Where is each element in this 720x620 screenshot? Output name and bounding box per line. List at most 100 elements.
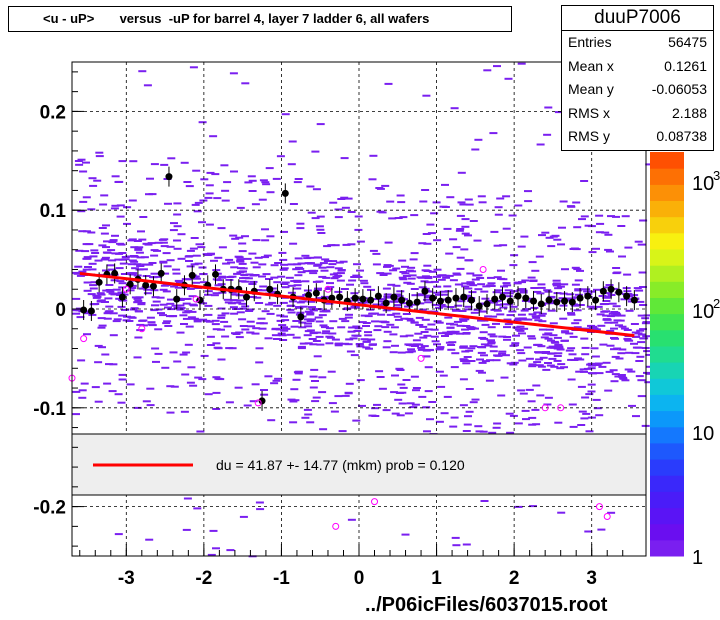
heatmap-cell xyxy=(597,324,606,327)
heatmap-cell xyxy=(209,135,218,138)
heatmap-cell xyxy=(166,411,175,414)
heatmap-cell xyxy=(326,336,335,339)
heatmap-cell xyxy=(480,343,489,346)
heatmap-cell xyxy=(605,370,614,373)
heatmap-cell xyxy=(89,255,98,258)
profile-point xyxy=(328,294,336,302)
heatmap-cell xyxy=(130,307,139,310)
profile-point xyxy=(584,292,592,300)
heatmap-cell xyxy=(329,201,338,204)
heatmap-cell xyxy=(108,390,117,393)
heatmap-cell xyxy=(287,398,296,401)
heatmap-cell xyxy=(128,273,137,276)
heatmap-cell xyxy=(285,276,294,279)
heatmap-cell xyxy=(489,345,498,348)
heatmap-cell xyxy=(191,203,200,206)
heatmap-cell xyxy=(537,283,546,286)
heatmap-cell xyxy=(502,282,511,285)
heatmap-cell xyxy=(541,352,550,354)
heatmap-cell xyxy=(514,204,523,207)
heatmap-cell xyxy=(373,329,382,332)
heatmap-cell xyxy=(205,320,214,323)
x-tick-label: -2 xyxy=(195,568,212,589)
heatmap-cell xyxy=(463,295,472,297)
heatmap-cell xyxy=(377,303,386,306)
heatmap-cell xyxy=(389,333,398,336)
heatmap-cell xyxy=(134,336,143,339)
heatmap-cell xyxy=(463,356,472,358)
heatmap-cell xyxy=(453,273,462,276)
heatmap-cell xyxy=(327,370,336,373)
heatmap-cell xyxy=(609,369,618,372)
heatmap-cell xyxy=(105,305,114,308)
heatmap-cell xyxy=(517,62,526,65)
heatmap-cell xyxy=(227,302,236,305)
heatmap-cell xyxy=(202,253,211,256)
heatmap-cell xyxy=(533,343,542,346)
heatmap-cell xyxy=(499,292,508,295)
heatmap-cell xyxy=(374,325,383,328)
heatmap-cell xyxy=(106,290,115,293)
heatmap-cell xyxy=(258,263,267,266)
profile-point xyxy=(398,296,406,304)
heatmap-cell xyxy=(205,192,214,195)
heatmap-cell xyxy=(97,317,106,320)
heatmap-cell xyxy=(471,148,480,151)
heatmap-cell xyxy=(408,274,417,277)
heatmap-cell xyxy=(317,232,326,234)
heatmap-cell xyxy=(632,415,640,418)
heatmap-cell xyxy=(177,233,186,236)
heatmap-cell xyxy=(639,328,647,331)
heatmap-cell xyxy=(580,180,589,182)
heatmap-cell xyxy=(150,254,159,257)
heatmap-cell xyxy=(446,330,455,333)
heatmap-cell xyxy=(554,111,563,114)
heatmap-cell xyxy=(435,420,444,423)
heatmap-cell xyxy=(104,297,113,300)
heatmap-cell xyxy=(388,217,397,220)
heatmap-cell xyxy=(607,215,615,218)
heatmap-cell xyxy=(229,234,238,237)
heatmap-cell xyxy=(430,212,439,215)
heatmap-cell xyxy=(134,248,143,251)
heatmap-cell xyxy=(596,313,605,316)
heatmap-cell xyxy=(110,207,119,210)
profile-point xyxy=(118,293,126,301)
heatmap-cell xyxy=(186,249,195,252)
heatmap-cell xyxy=(126,272,135,275)
heatmap-cell xyxy=(252,266,261,269)
heatmap-cell xyxy=(548,300,557,303)
heatmap-cell xyxy=(574,289,583,292)
heatmap-cell xyxy=(455,332,464,335)
heatmap-cell xyxy=(97,293,106,296)
heatmap-cell xyxy=(292,320,301,322)
heatmap-cell xyxy=(576,304,585,306)
heatmap-cell xyxy=(345,313,353,316)
heatmap-cell xyxy=(290,325,299,328)
heatmap-cell xyxy=(610,327,618,330)
heatmap-cell xyxy=(481,323,490,326)
heatmap-cell xyxy=(217,358,226,361)
heatmap-cell xyxy=(566,297,575,300)
heatmap-cell xyxy=(589,327,598,330)
heatmap-cell xyxy=(634,240,643,243)
heatmap-cell xyxy=(548,352,557,355)
heatmap-cell xyxy=(316,228,325,231)
heatmap-cell xyxy=(447,348,456,351)
heatmap-cell xyxy=(578,410,587,413)
palette-swatch xyxy=(650,459,684,476)
profile-point xyxy=(537,300,545,308)
stat-rms-y: RMS y 0.08738 xyxy=(568,128,707,144)
heatmap-cell xyxy=(571,322,580,325)
heatmap-cell xyxy=(613,313,622,316)
heatmap-cell xyxy=(272,379,281,382)
heatmap-cell xyxy=(207,553,216,556)
heatmap-cell xyxy=(351,334,360,337)
heatmap-cell xyxy=(558,297,567,300)
heatmap-cell xyxy=(620,298,629,301)
heatmap-cell xyxy=(408,270,417,273)
heatmap-cell xyxy=(258,275,266,278)
heatmap-cell xyxy=(156,296,165,299)
heatmap-cell xyxy=(77,210,86,213)
heatmap-cell xyxy=(322,276,331,279)
